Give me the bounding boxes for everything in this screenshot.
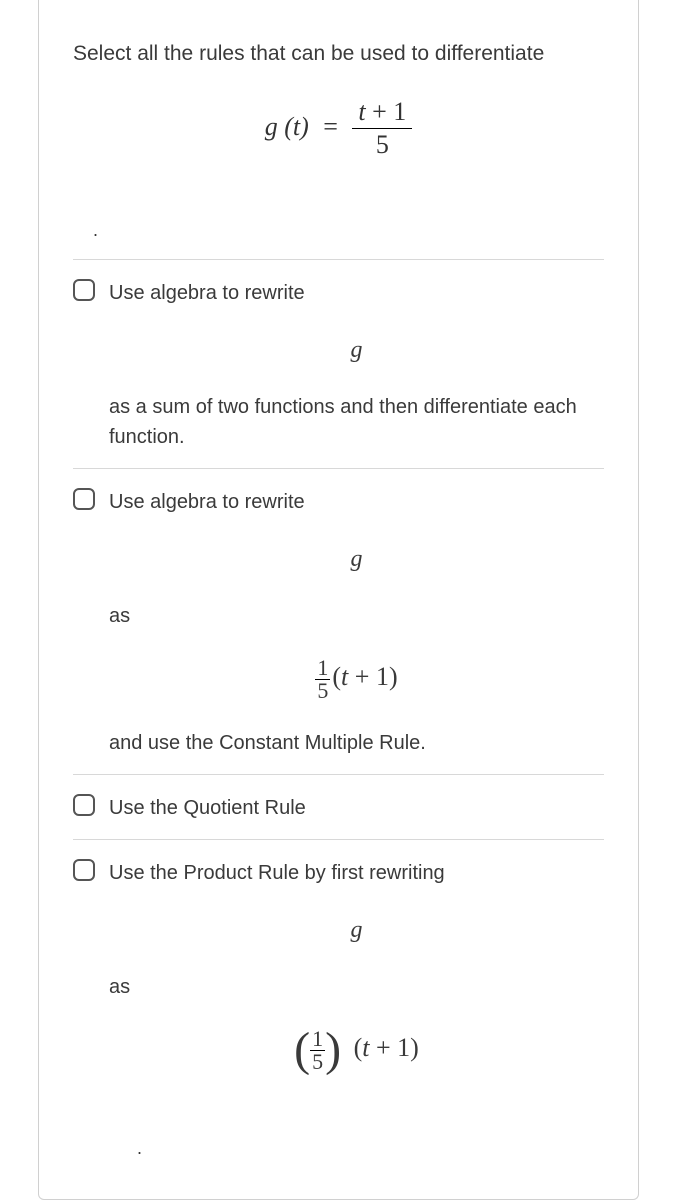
as-word: as: [109, 601, 604, 631]
equation-fraction: t + 1 5: [352, 98, 412, 160]
checkbox[interactable]: [73, 279, 95, 301]
checkbox[interactable]: [73, 488, 95, 510]
option-text-line2: as a sum of two functions and then diffe…: [109, 392, 604, 452]
as-word: as: [109, 972, 604, 1002]
option-text-line1: Use the Quotient Rule: [109, 793, 604, 823]
math-g: g: [109, 541, 604, 577]
question-card: Select all the rules that can be used to…: [38, 0, 639, 1200]
option-text-line1: Use the Product Rule by first rewriting: [109, 858, 604, 888]
option-body: Use the Quotient Rule: [109, 791, 604, 823]
option-row: Use the Quotient Rule: [73, 775, 604, 840]
options-list: Use algebra to rewrite g as a sum of two…: [73, 259, 604, 1178]
option-text-line1: Use algebra to rewrite: [109, 278, 604, 308]
option-row: Use algebra to rewrite g as a sum of two…: [73, 260, 604, 469]
math-g: g: [109, 912, 604, 948]
question-prompt: Select all the rules that can be used to…: [73, 38, 604, 70]
dot-marker: .: [73, 220, 604, 259]
dot-marker: .: [109, 1099, 604, 1162]
option-text-line2: and use the Constant Multiple Rule.: [109, 728, 604, 758]
main-equation: g (t) = t + 1 5: [73, 98, 604, 160]
option-body: Use the Product Rule by first rewriting …: [109, 856, 604, 1162]
equals-sign: =: [323, 112, 338, 141]
option-body: Use algebra to rewrite g as a sum of two…: [109, 276, 604, 452]
checkbox[interactable]: [73, 859, 95, 881]
math-g: g: [109, 332, 604, 368]
option-row: Use the Product Rule by first rewriting …: [73, 840, 604, 1178]
math-expression: ( 1 5 ) (t + 1): [109, 1028, 604, 1073]
option-row: Use algebra to rewrite g as 1 5 (t + 1) …: [73, 469, 604, 775]
equation-lhs: g (t): [265, 112, 309, 141]
option-text-line1: Use algebra to rewrite: [109, 487, 604, 517]
paren-fraction: ( 1 5 ): [294, 1028, 341, 1073]
checkbox[interactable]: [73, 794, 95, 816]
fraction-one-fifth: 1 5: [315, 657, 330, 702]
option-body: Use algebra to rewrite g as 1 5 (t + 1) …: [109, 485, 604, 758]
math-expression: 1 5 (t + 1): [109, 657, 604, 702]
